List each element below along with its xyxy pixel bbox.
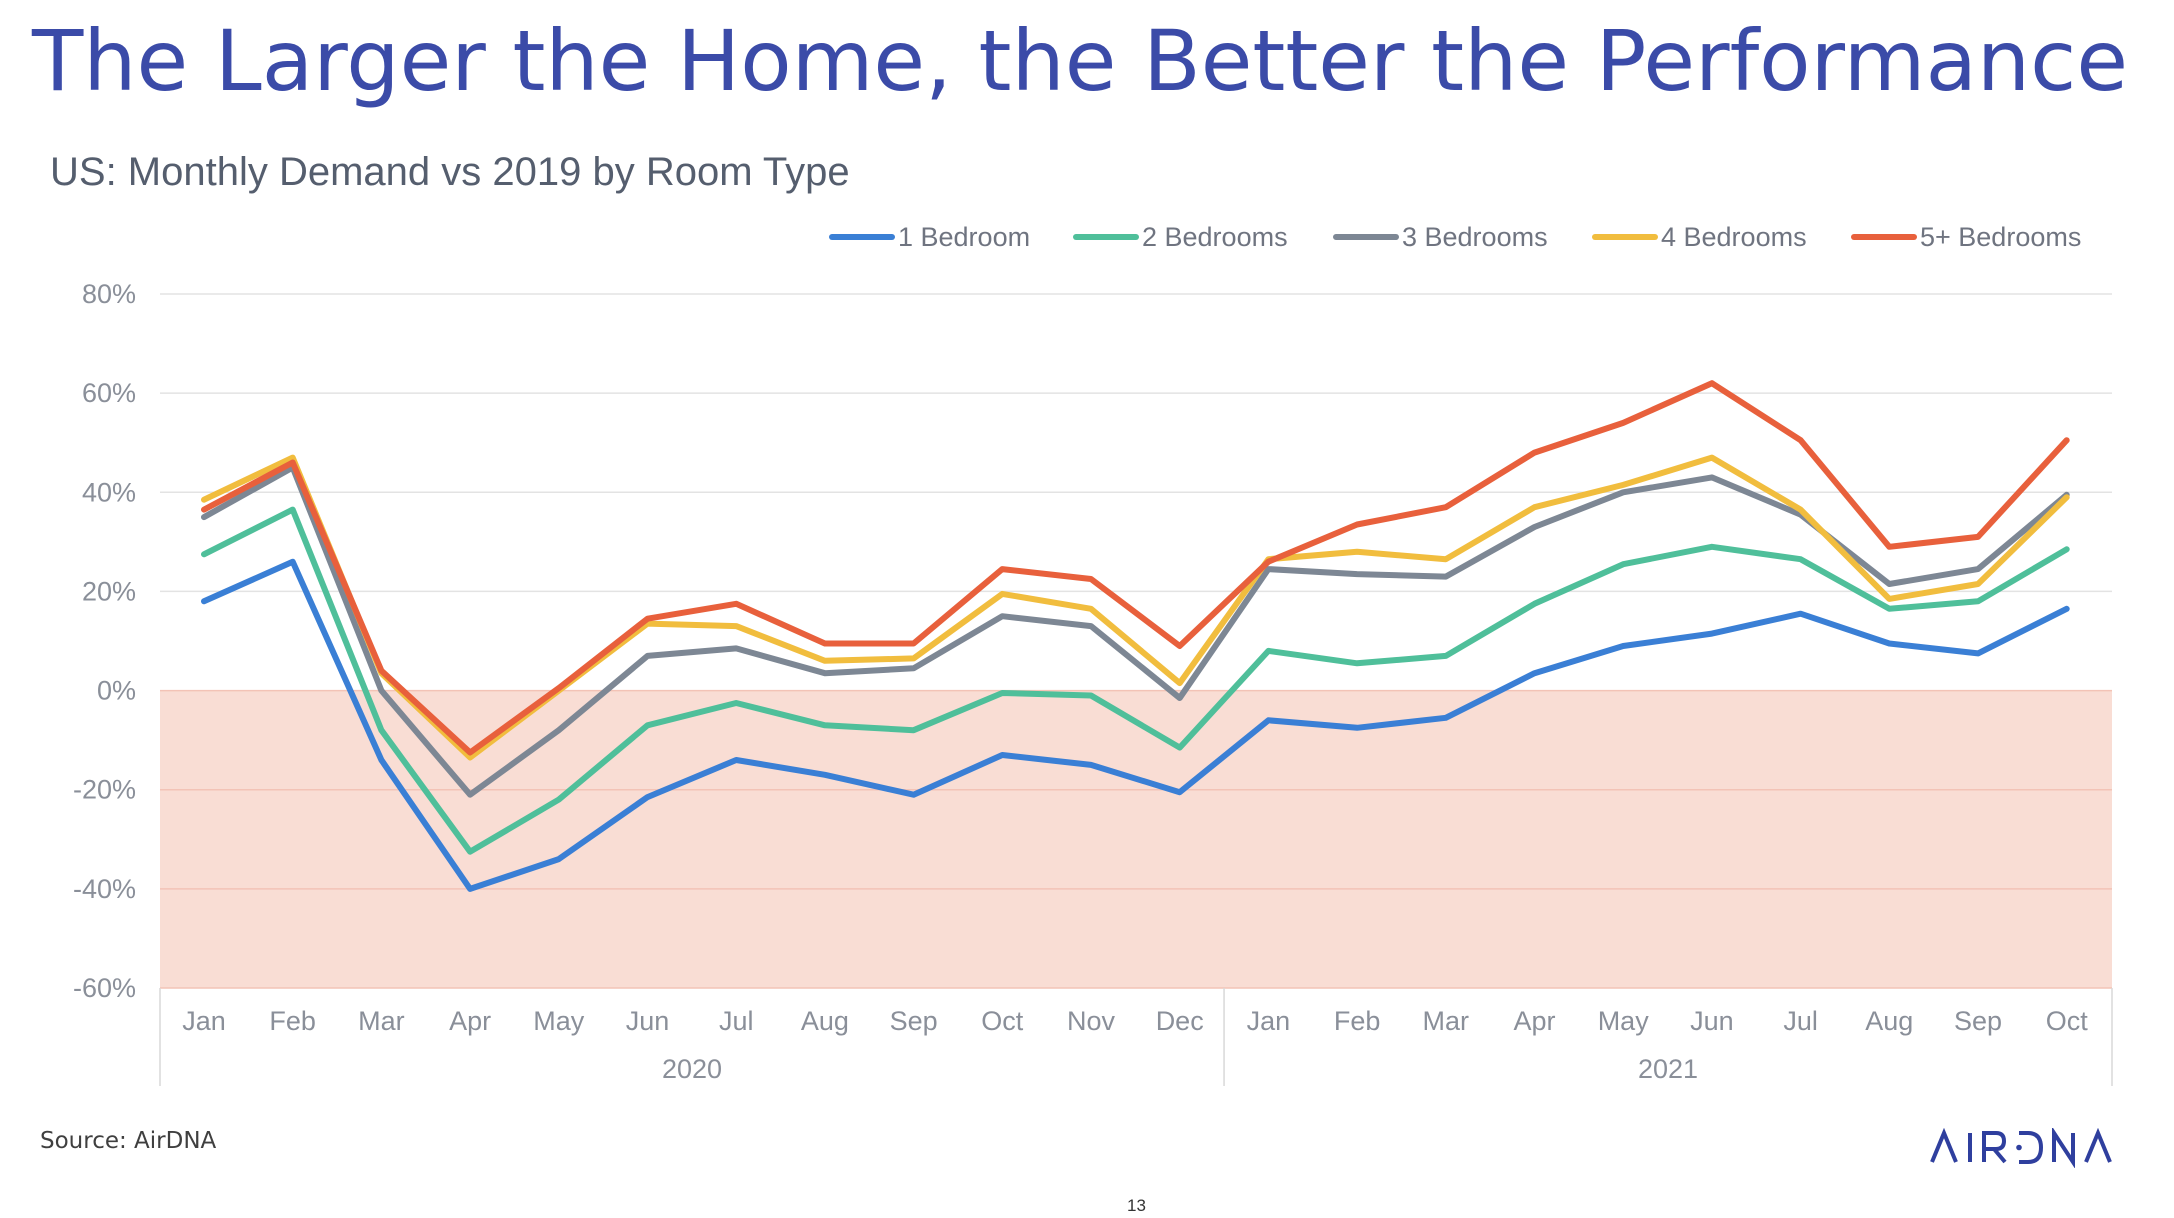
y-tick-label: 0% [97,676,136,706]
page-number: 13 [1127,1196,1146,1215]
x-tick-label: Sep [1954,1006,2002,1036]
x-tick-label: Sep [890,1006,938,1036]
y-tick-label: 20% [82,576,136,606]
slide-title: The Larger the Home, the Better the Perf… [32,12,2129,110]
x-group-label: 2021 [1638,1054,1698,1084]
source-note: Source: AirDNA [40,1128,217,1154]
x-tick-label: May [533,1006,585,1036]
x-tick-label: Aug [801,1006,849,1036]
chart-gridlines: 80% 60% 40% 20% 0% -20% -40% -60% [73,279,2112,1003]
x-tick-label: Feb [269,1006,316,1036]
series-line-2-bedrooms [201,506,2070,855]
x-tick-label: Oct [981,1006,1024,1036]
x-tick-label: Apr [1513,1006,1555,1036]
airdna-logo [1930,1126,2130,1177]
y-tick-label: -20% [73,775,136,805]
y-tick-label: 80% [82,279,136,309]
x-tick-label: Jan [182,1006,226,1036]
x-tick-label: Dec [1156,1006,1204,1036]
x-tick-label: Feb [1334,1006,1381,1036]
x-tick-label: Apr [449,1006,491,1036]
legend-label: 3 Bedrooms [1402,222,1548,252]
series-line-5-bedrooms [201,380,2070,756]
y-tick-label: -40% [73,874,136,904]
legend-label: 5+ Bedrooms [1920,222,2081,252]
y-tick-label: -60% [73,973,136,1003]
x-tick-label: Jun [1690,1006,1734,1036]
y-tick-label: 40% [82,477,136,507]
airdna-logo-mark [1930,1126,2112,1169]
x-tick-label: Oct [2046,1006,2089,1036]
chart-title: US: Monthly Demand vs 2019 by Room Type [50,150,850,194]
x-tick-label: Jul [1783,1006,1818,1036]
y-tick-label: 60% [82,378,136,408]
x-tick-label: Jan [1247,1006,1291,1036]
legend-label: 1 Bedroom [898,222,1030,252]
x-tick-label: Nov [1067,1006,1116,1036]
series-line-3-bedrooms [201,464,2070,798]
legend-label: 2 Bedrooms [1142,222,1288,252]
legend-label: 4 Bedrooms [1661,222,1807,252]
chart-series-layer [201,380,2070,892]
x-tick-label: Mar [1423,1006,1470,1036]
series-line-4-bedrooms [201,454,2070,761]
x-group-label: 2020 [662,1054,722,1084]
x-tick-label: Jul [719,1006,754,1036]
series-line-1-bedroom [201,558,2070,892]
x-tick-label: May [1598,1006,1650,1036]
x-tick-label: Jun [626,1006,670,1036]
chart-x-axis: Jan Feb Mar Apr May Jun Jul Aug Sep Oct Nov Dec Jan F… [159,988,2113,1086]
x-tick-label: Mar [358,1006,405,1036]
x-tick-label: Aug [1865,1006,1913,1036]
chart-legend: 1 Bedroom 2 Bedrooms 3 Bedrooms 4 Bedrooms 5… [829,222,2081,252]
